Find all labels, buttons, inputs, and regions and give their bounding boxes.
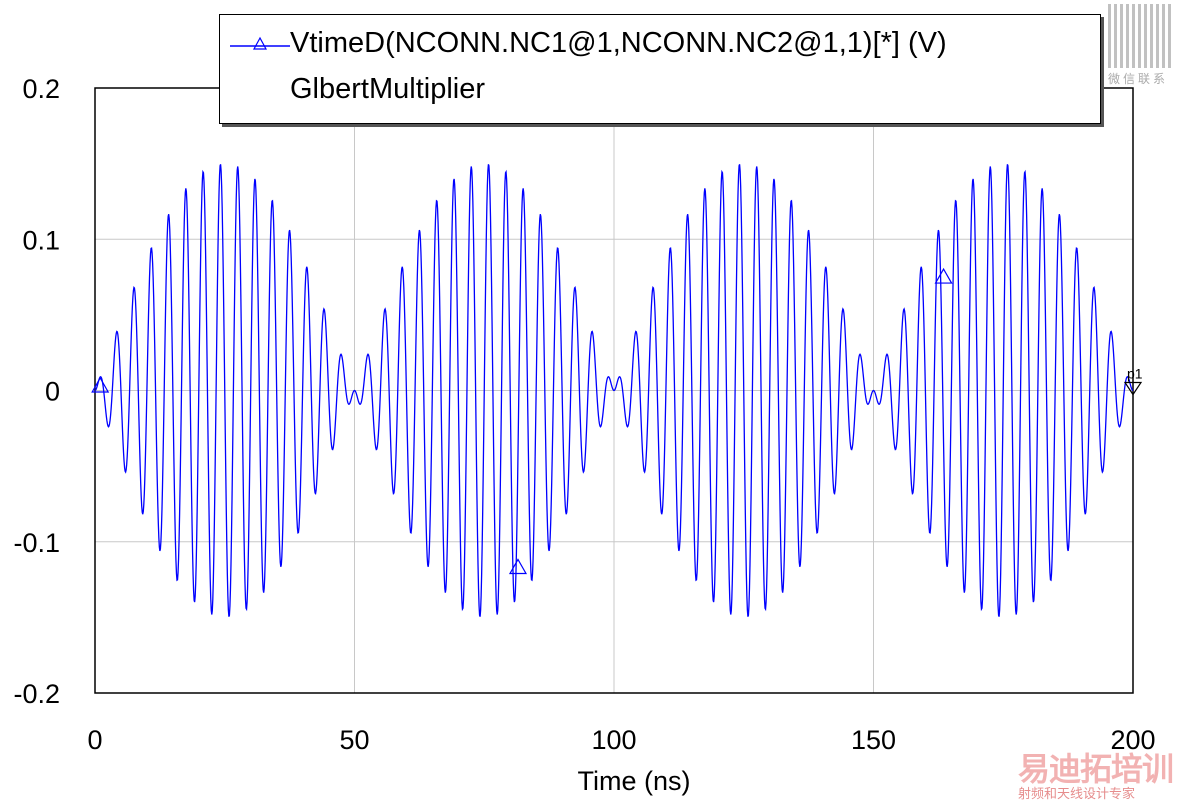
y-tick-label: 0.2 [22,74,60,104]
x-tick-label: 0 [87,725,102,755]
legend: VtimeD(NCONN.NC1@1,NCONN.NC2@1,1)[*] (V)… [219,14,1101,124]
series-marker [934,267,953,284]
watermark-brand: 易迪拓培训 [1018,751,1174,787]
marker-p1-label: p1 [1127,366,1143,382]
series-marker [508,558,528,575]
series-line [94,164,1134,617]
x-tick-label: 50 [339,725,369,755]
x-tick-label: 150 [851,725,896,755]
series-marker [91,376,110,393]
qr-code-watermark [1108,4,1172,68]
x-tick-label: 100 [591,725,636,755]
legend-series-label: VtimeD(NCONN.NC1@1,NCONN.NC2@1,1)[*] (V) [290,27,947,59]
y-tick-label: 0.1 [22,225,60,255]
watermark-slogan: 射频和天线设计专家 [1018,786,1136,801]
y-tick-label: -0.1 [13,528,60,558]
qr-caption: 微信联系 [1108,72,1169,86]
x-tick-label: 200 [1110,725,1155,755]
y-tick-label: 0 [45,377,60,407]
legend-subtitle: GlbertMultiplier [290,73,485,105]
y-tick-label: -0.2 [13,679,60,709]
legend-row: VtimeD(NCONN.NC1@1,NCONN.NC2@1,1)[*] (V) [230,27,947,60]
x-axis-label: Time (ns) [578,766,691,796]
marker-p1 [1123,381,1143,396]
legend-line-icon [230,36,290,50]
